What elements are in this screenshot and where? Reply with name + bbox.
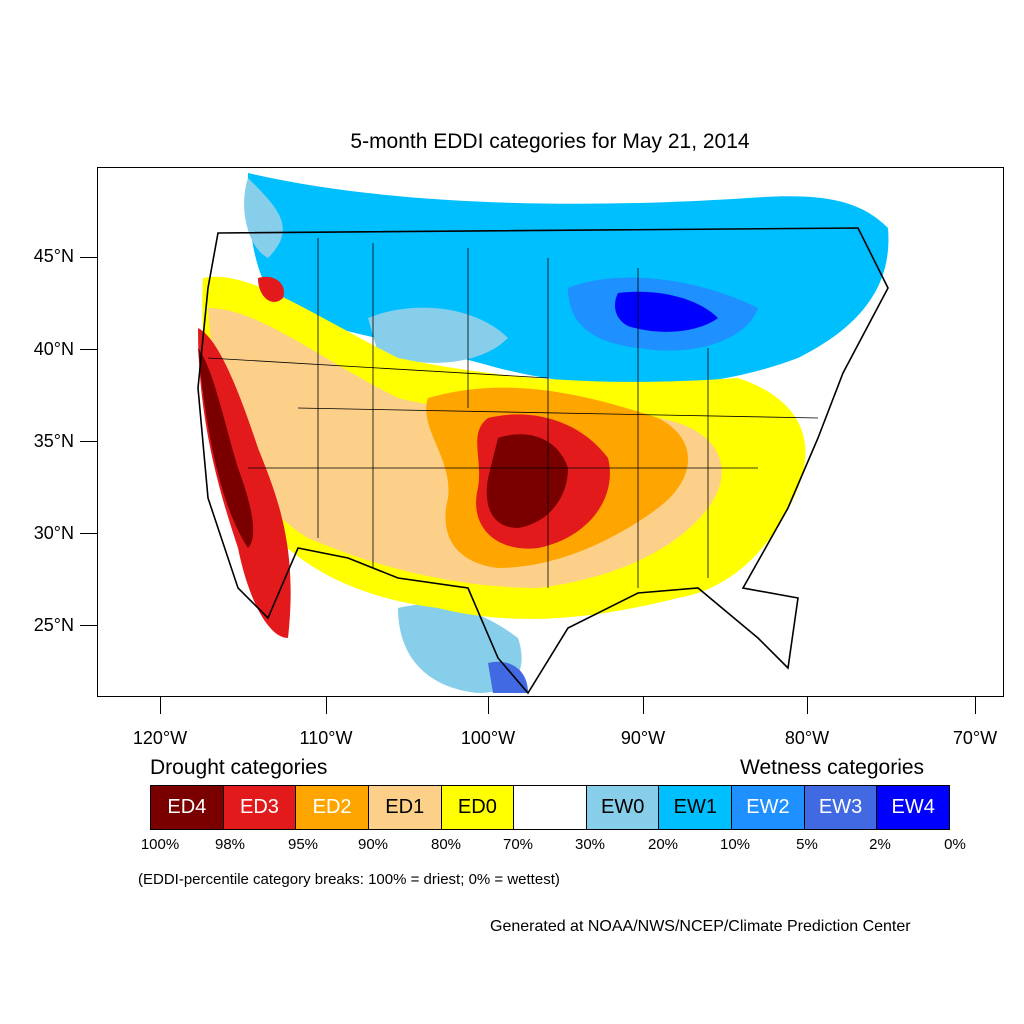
lat-tick <box>80 349 97 350</box>
lon-tick <box>160 697 161 714</box>
lat-tick <box>80 441 97 442</box>
pct-break: 70% <box>502 836 534 853</box>
lon-tick <box>975 697 976 714</box>
state-boundaries <box>207 238 819 588</box>
lat-label-40: 40°N <box>33 339 74 359</box>
lon-label-100w: 100°W <box>460 728 516 748</box>
lon-tick <box>326 697 327 714</box>
wet-region-core <box>615 291 718 332</box>
legend-cell-ew4: EW4 <box>877 786 950 829</box>
lat-label-35: 35°N <box>33 431 74 451</box>
legend-cell-ed3: ED3 <box>223 786 297 829</box>
lat-label-25: 25°N <box>33 615 74 635</box>
category-break-note: (EDDI-percentile category breaks: 100% =… <box>138 871 560 888</box>
pct-break: 98% <box>214 836 246 853</box>
pct-break: 5% <box>796 836 818 853</box>
pct-break: 20% <box>647 836 679 853</box>
pct-break: 2% <box>869 836 891 853</box>
pct-break: 95% <box>287 836 319 853</box>
wet-region-texas-coast <box>488 661 528 693</box>
legend-cell-ew0: EW0 <box>586 786 660 829</box>
legend-cell-ew3: EW3 <box>804 786 878 829</box>
lat-label-30: 30°N <box>33 523 74 543</box>
drought-categories-heading: Drought categories <box>150 756 328 779</box>
credit-line: Generated at NOAA/NWS/NCEP/Climate Predi… <box>490 918 911 935</box>
lon-label-80w: 80°W <box>784 728 830 748</box>
dry-region-westcoast-ed4 <box>198 348 254 548</box>
legend-cell-ed4: ED4 <box>151 786 224 829</box>
lon-label-90w: 90°W <box>620 728 666 748</box>
lat-tick <box>80 257 97 258</box>
pct-break: 90% <box>357 836 389 853</box>
legend-cell-ed1: ED1 <box>368 786 442 829</box>
lat-label-45: 45°N <box>33 246 74 266</box>
legend-cell-neutral <box>514 786 587 829</box>
lon-tick <box>643 697 644 714</box>
pct-break: 80% <box>430 836 462 853</box>
pct-break: 10% <box>719 836 751 853</box>
category-legend: ED4 ED3 ED2 ED1 ED0 EW0 EW1 EW2 EW3 EW4 <box>150 785 950 830</box>
eddi-map <box>197 173 889 695</box>
wetness-categories-heading: Wetness categories <box>740 756 925 779</box>
map-title: 5-month EDDI categories for May 21, 2014 <box>350 130 750 153</box>
map-panel <box>97 167 1004 697</box>
legend-cell-ew1: EW1 <box>659 786 733 829</box>
us-outline <box>197 227 889 695</box>
wet-region-plains <box>368 307 508 363</box>
pct-break: 30% <box>574 836 606 853</box>
wet-region-west <box>244 178 283 258</box>
lon-label-70w: 70°W <box>952 728 998 748</box>
dry-region-northwest-ed3 <box>258 276 284 302</box>
legend-cell-ed2: ED2 <box>296 786 369 829</box>
lat-tick <box>80 625 97 626</box>
lon-label-120w: 120°W <box>132 728 188 748</box>
lon-tick <box>488 697 489 714</box>
legend-cell-ew2: EW2 <box>732 786 805 829</box>
pct-break: 100% <box>140 836 180 853</box>
lat-tick <box>80 533 97 534</box>
lon-tick <box>807 697 808 714</box>
legend-cell-ed0: ED0 <box>441 786 515 829</box>
dry-region-westcoast-ed3 <box>198 328 291 638</box>
lon-label-110w: 110°W <box>299 728 353 748</box>
pct-break: 0% <box>944 836 966 853</box>
